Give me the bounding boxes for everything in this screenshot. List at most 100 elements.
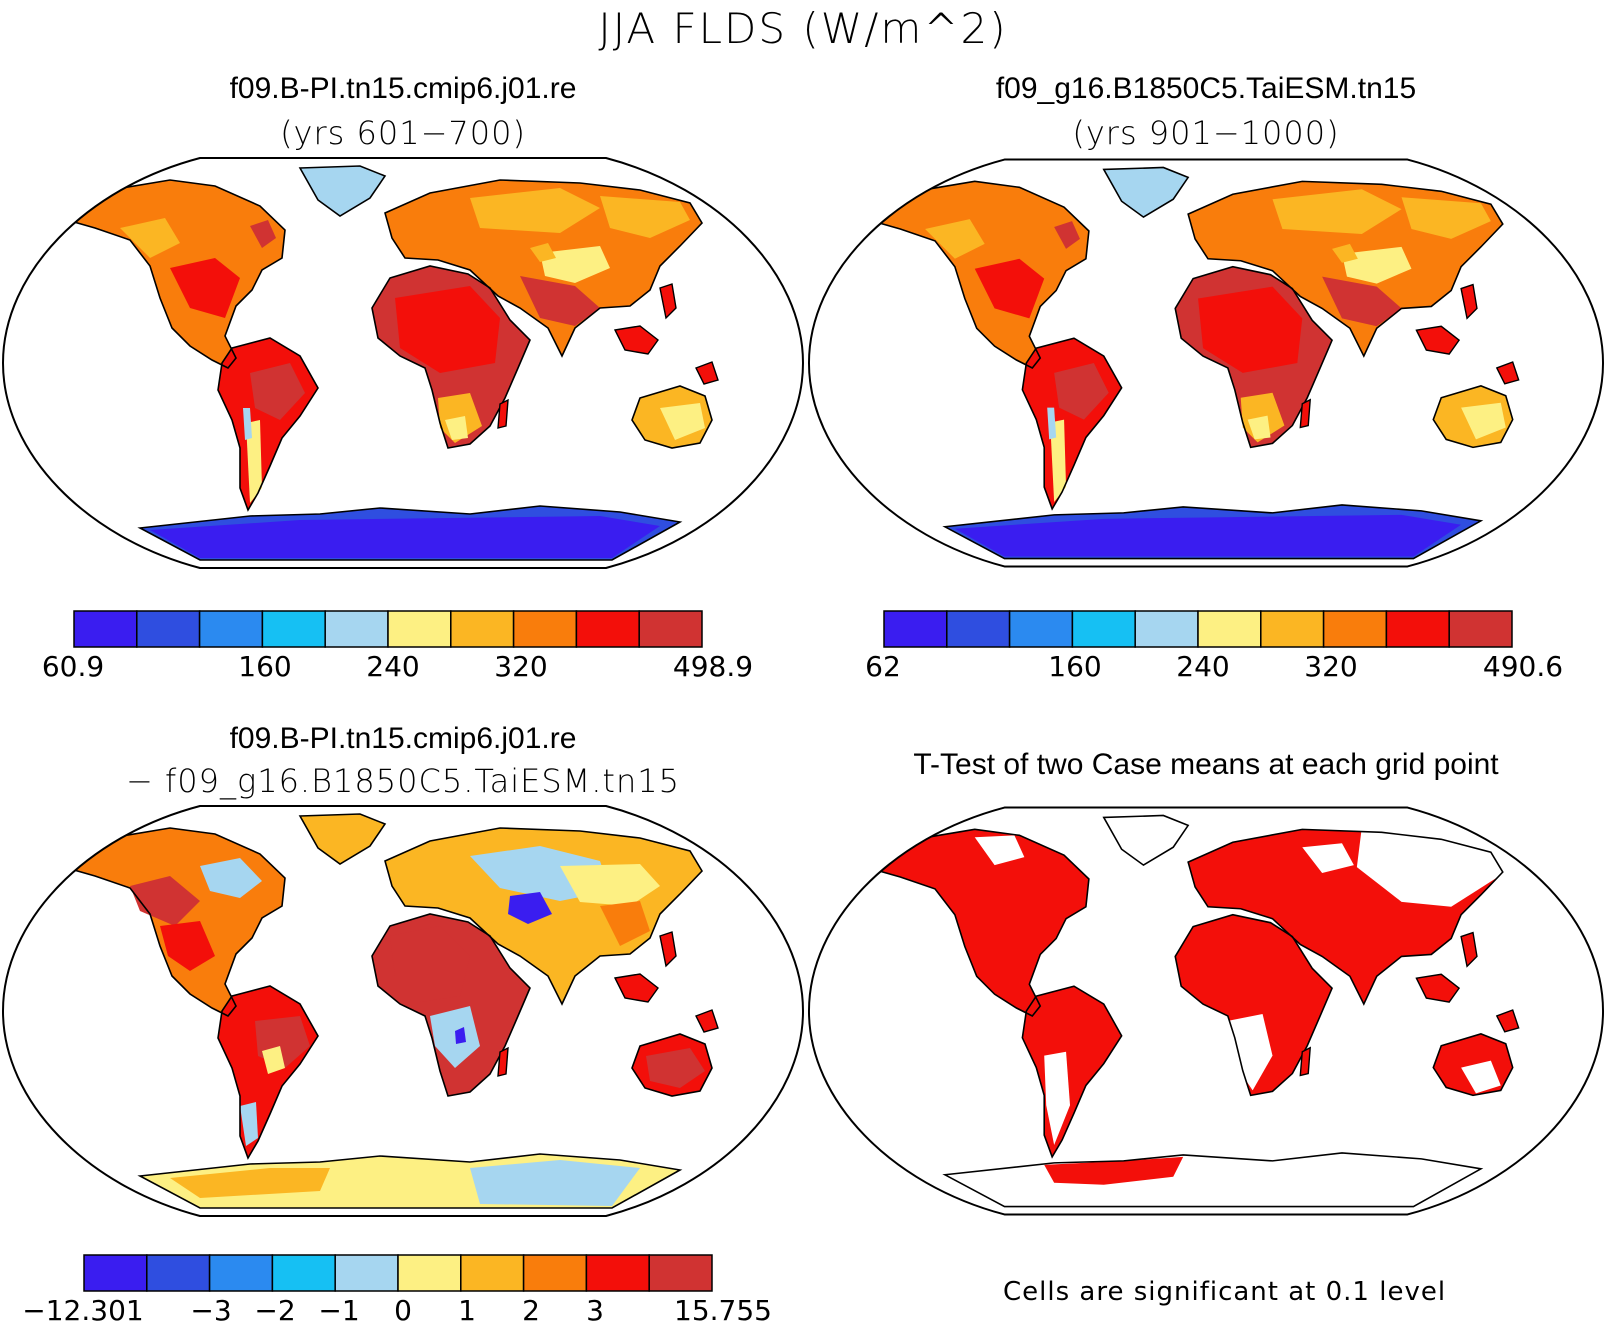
panel2-colorbar-min: 62 [865,650,901,683]
panel3-colorbar-tick: −2 [254,1294,296,1327]
p3-field-patch [470,1160,640,1206]
p1-island-coastline [659,283,677,320]
p1-colorbar-box [261,610,326,648]
panel3-colorbar-max: 15.755 [674,1294,772,1327]
p1-field-patch [243,408,252,440]
p2-island-coastline [1495,361,1520,385]
p2-colorbar-box [1071,610,1136,648]
p3-colorbar-box [522,1254,588,1292]
p4-australia-coastline [1432,1032,1514,1097]
panel1-colorbar-min: 60.9 [41,650,105,683]
p4-samerica-region [1022,986,1122,1157]
p2-colorbar-box [1322,610,1388,648]
panel2-colorbar-tick: 160 [1048,650,1102,683]
p4-island-coastline [1460,931,1478,968]
p4-map-frame [807,806,1605,1216]
p2-field-patch [925,219,985,259]
p4-field-patch [1461,1060,1501,1094]
p2-field-patch [1198,286,1303,373]
p4-field-patch [1356,827,1506,907]
panel2-colorbar [883,610,1513,648]
p4-africa-region [1175,914,1333,1096]
p4-island-coastline [1299,1046,1312,1077]
p3-namerica-coastline [57,827,286,1018]
p1-colorbar-box [575,610,640,648]
p1-australia-coastline [631,385,713,449]
panel4-significance-map [807,806,1605,1216]
p4-field-patch [1044,1051,1071,1145]
p2-field-patch [1050,419,1067,502]
panel3-difference-map [1,805,805,1217]
panel1-case-title: f09.B-PI.tn15.cmip6.j01.re [229,72,577,105]
p3-colorbar-box [397,1254,462,1292]
panel3-colorbar [83,1254,713,1292]
p1-field-patch [395,286,500,373]
p1-field-patch [150,516,660,558]
p3-field-patch [560,864,660,906]
p2-field-patch [1341,246,1412,284]
p3-eurasia-coastline [384,827,704,1006]
p1-field-patch [540,246,610,283]
p4-field-patch [1227,1013,1273,1091]
p1-field-patch [445,416,468,440]
p2-field-patch [1401,197,1491,239]
panel2-colorbar-tick: 240 [1176,650,1230,683]
p1-colorbar-box [387,610,452,648]
significance-note: Cells are significant at 0.1 level [1003,1277,1447,1307]
p4-field-patch [974,835,1025,866]
panel2-years: (yrs 901−1000) [1072,114,1340,152]
p1-colorbar-box [512,610,578,648]
p1-colorbar-box [450,610,515,648]
panel2-colorbar-max: 490.6 [1482,650,1564,683]
panel1-years: (yrs 601−700) [280,114,526,152]
p3-colorbar-box [585,1254,650,1292]
p3-island-coastline [613,973,659,1003]
panel4-title: T-Test of two Case means at each grid po… [913,748,1499,781]
panel3-colorbar-tick: −3 [190,1294,232,1327]
p3-island-coastline [695,1009,719,1033]
figure-title: JJA FLDS (W/m^2) [598,4,1008,53]
p2-colorbar-box [1134,610,1199,648]
p3-australia-coastline [631,1033,713,1097]
panel1-colorbar-tick: 240 [366,650,420,683]
p1-greenland-region [300,166,385,216]
p4-greenland-coastline [1102,814,1190,867]
panel1-colorbar-tick: 320 [494,650,548,683]
p4-antarctica-region [944,1152,1481,1207]
p1-map-frame [1,157,805,569]
p2-colorbar-box [946,610,1011,648]
p1-island-coastline [695,361,719,385]
panel3-colorbar-tick: 1 [458,1294,476,1327]
p4-namerica-region [865,829,1089,1016]
p2-field-patch [1461,402,1506,440]
p2-australia-coastline [1432,384,1514,449]
p4-field-patch [1044,1156,1184,1185]
p1-island-coastline [613,325,659,355]
p2-island-coastline [1460,283,1478,320]
panel2-case-title: f09_g16.B1850C5.TaiESM.tn15 [995,72,1417,105]
p4-field-patch [1302,843,1354,874]
p3-field-patch [390,926,470,1002]
p3-map-frame [1,805,805,1217]
p3-field-patch [430,1006,480,1068]
p2-island-coastline [1415,325,1461,355]
p2-greenland-region [1103,167,1189,218]
p3-field-patch [262,1046,285,1074]
p3-field-patch [600,901,650,946]
p3-antarctica-coastline [137,1153,683,1209]
p1-field-patch [120,218,180,258]
p4-greenland-region [1103,815,1189,866]
p1-colorbar-box [638,610,703,648]
panel1-colorbar-max: 498.9 [672,650,754,683]
p1-field-patch [600,196,690,238]
p3-field-patch [508,892,552,924]
p2-namerica-region [865,181,1089,368]
p3-colorbar-box [271,1254,336,1292]
p2-colorbar-box [1385,610,1450,648]
p2-colorbar-box [1008,610,1074,648]
p1-colorbar-box [324,610,389,648]
p1-antarctica-coastline [137,505,683,561]
p1-field-patch [170,258,240,318]
p3-island-coastline [497,1046,509,1077]
p1-field-patch [470,188,600,233]
